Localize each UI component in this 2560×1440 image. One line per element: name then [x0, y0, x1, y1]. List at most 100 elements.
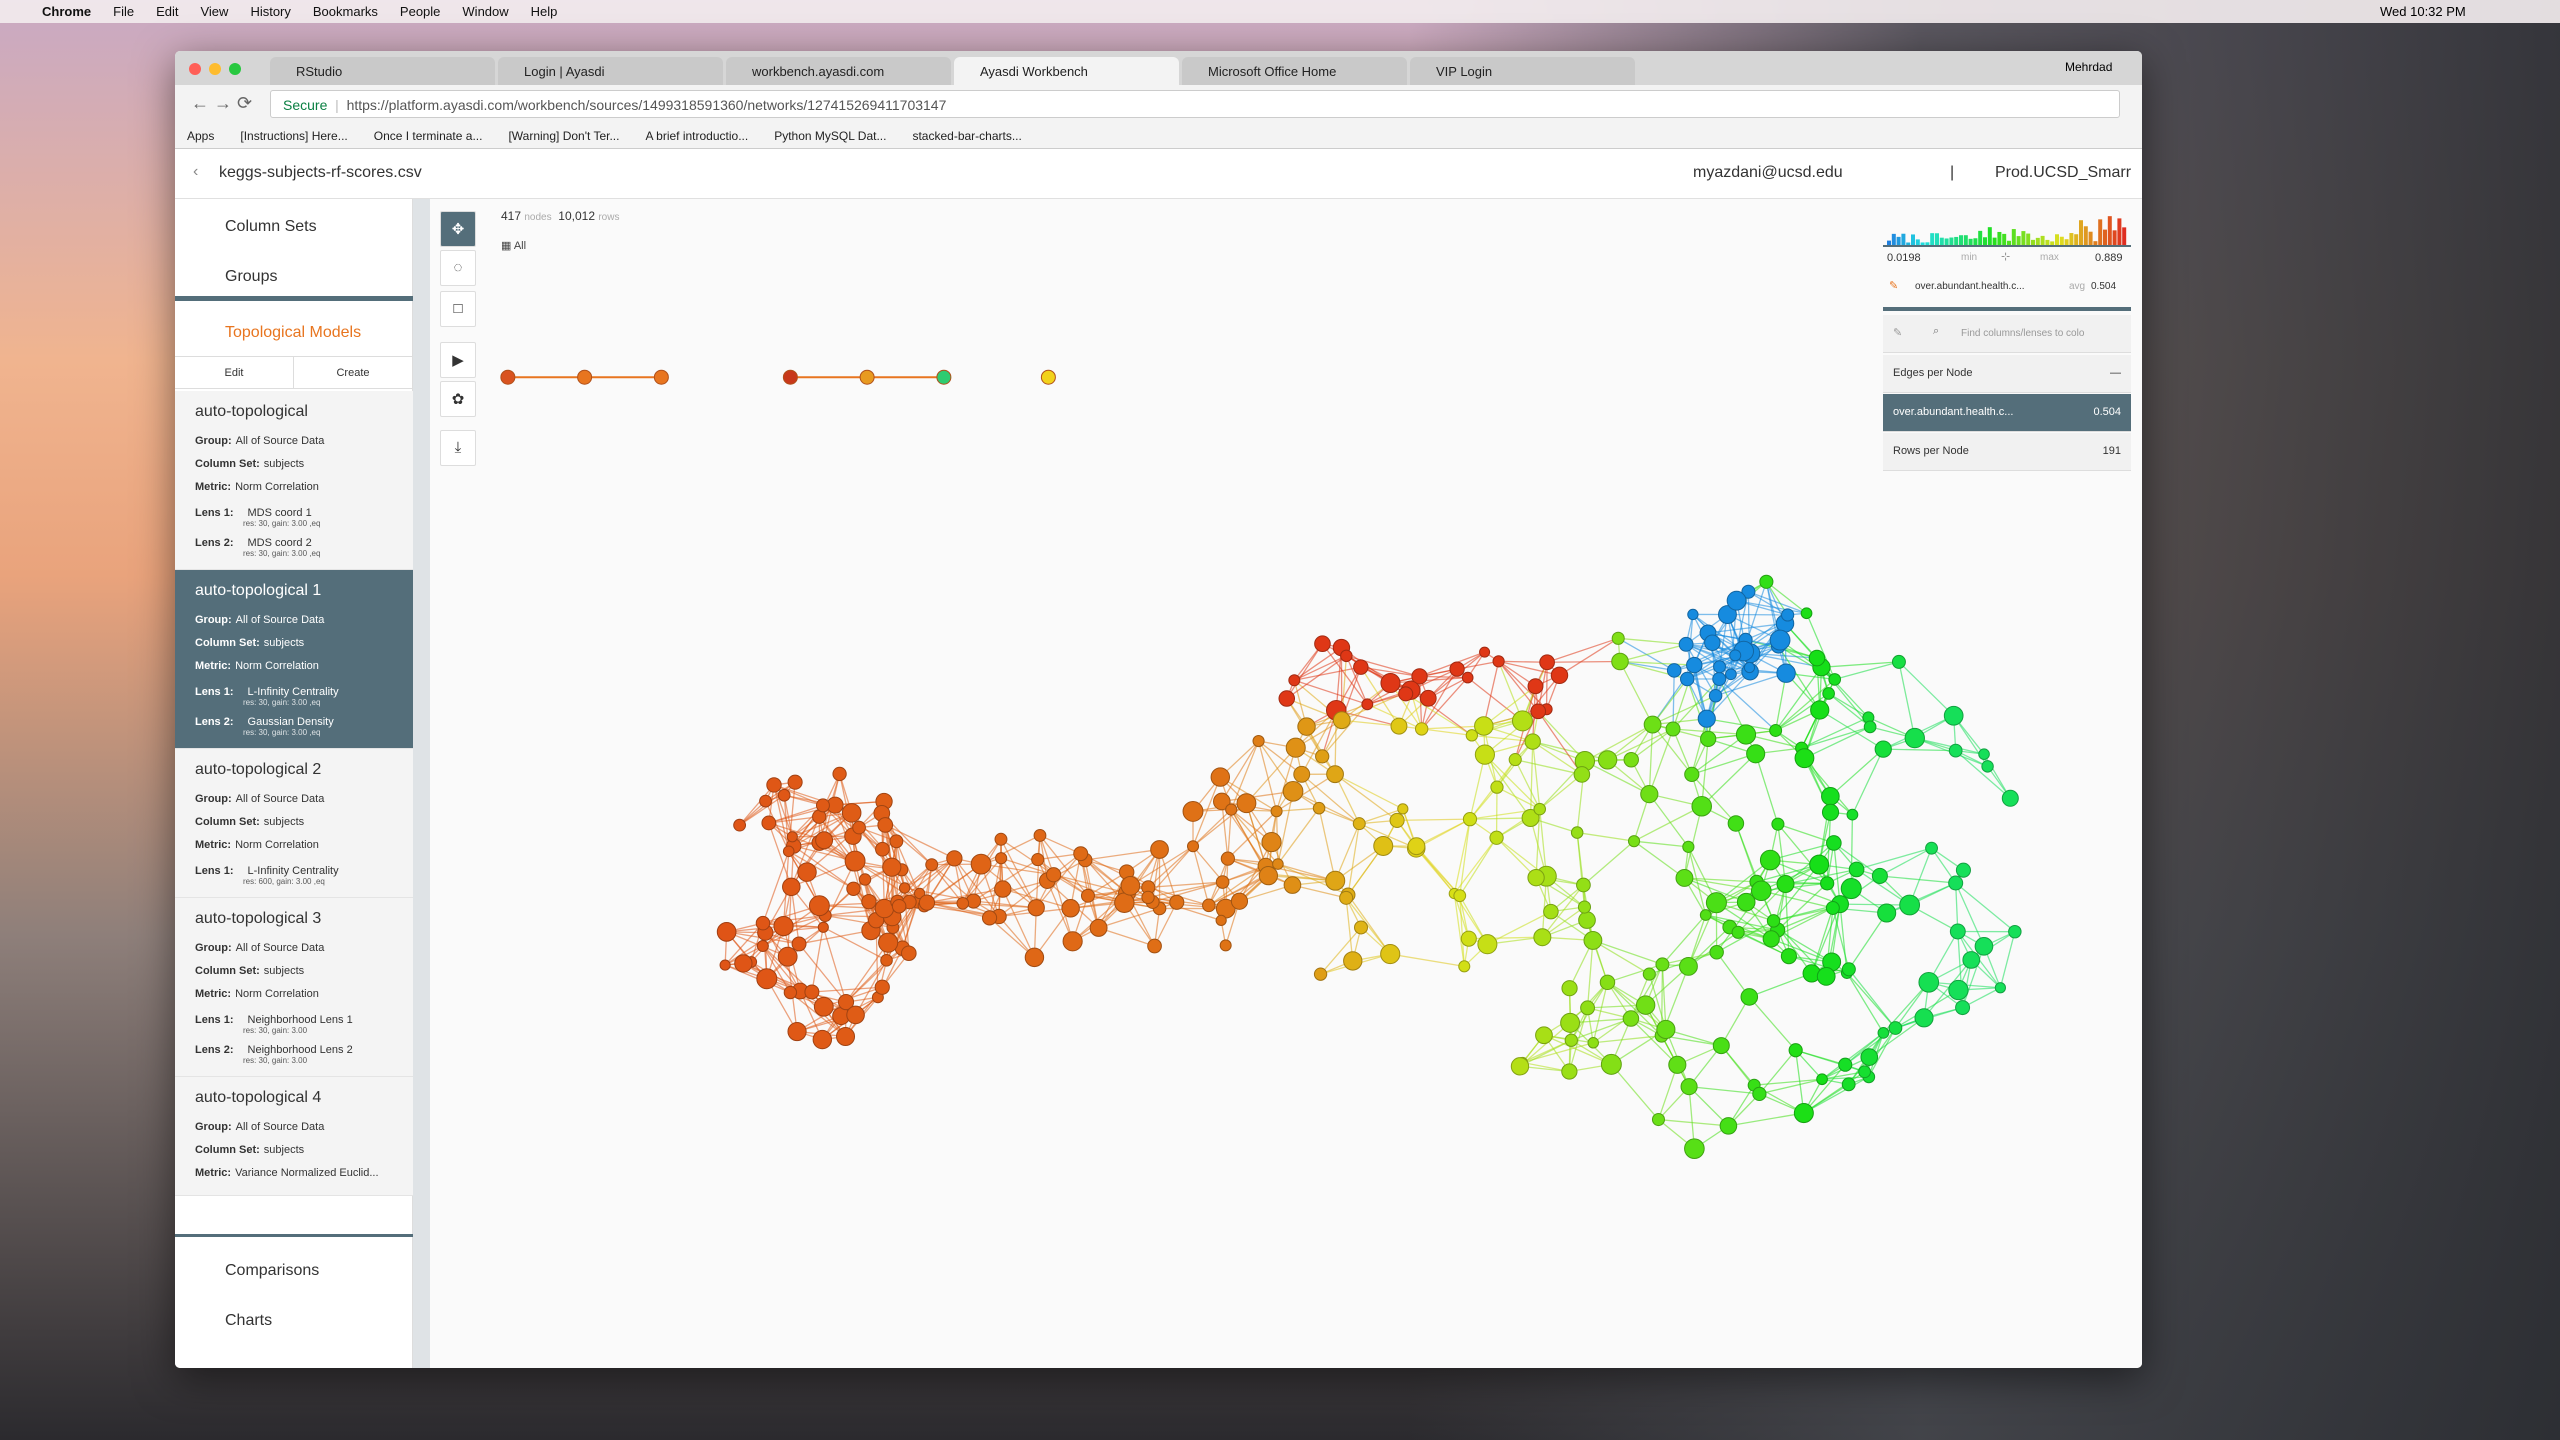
edge — [1610, 1063, 1659, 1120]
range-handle[interactable]: ⊹ — [2001, 251, 2011, 263]
filter[interactable]: ▦ All — [501, 240, 527, 252]
section-title[interactable]: Topological Models — [175, 311, 413, 357]
edge — [1758, 1049, 1797, 1095]
edge — [1619, 660, 1675, 672]
menu-item[interactable]: Edit — [156, 4, 179, 19]
color-item[interactable]: Rows per Node 191 — [1883, 433, 2131, 471]
menu-item[interactable]: Bookmarks — [312, 4, 378, 19]
search-row[interactable]: ✎ ⌕ Find columns/lenses to colo — [1883, 315, 2131, 353]
tool-button[interactable]: ⤓ — [440, 430, 476, 466]
menu-item[interactable]: View — [200, 4, 229, 19]
menu-item[interactable]: Window — [462, 4, 509, 19]
url-box[interactable]: Secure | https://platform.ayasdi.com/wor… — [270, 90, 2120, 118]
network-node — [1759, 849, 1781, 871]
nav-item[interactable]: Comparisons — [175, 1249, 413, 1295]
edge — [1334, 773, 1398, 821]
edit-icon[interactable]: ✎ — [1893, 327, 1903, 339]
edge — [1547, 660, 1621, 663]
network-node — [1511, 710, 1533, 732]
separator: | — [331, 97, 343, 113]
model-card[interactable]: auto-topological Group: All of Source Data… — [175, 391, 413, 570]
org[interactable]: Prod.UCSD_Smarr — [1995, 164, 2132, 181]
edge — [1341, 719, 1400, 727]
network-node — [756, 940, 769, 953]
nav-buttons[interactable]: ← → ⟳ — [191, 93, 253, 113]
model-card[interactable]: auto-topological 4 Group: All of Source Da… — [175, 1077, 413, 1196]
network-node — [1750, 880, 1772, 902]
model-card[interactable]: auto-topological 2 Group: All of Source Da… — [175, 749, 413, 898]
network-view: 417 nodes 10,012 rows ▦ All 0.0198 min ⊹… — [430, 199, 2142, 1368]
histogram-bar — [2007, 240, 2011, 245]
bookmark[interactable]: Python MySQL Dat... — [774, 129, 887, 143]
menu-item[interactable]: People — [399, 4, 441, 19]
menu-item[interactable]: Help — [530, 4, 558, 19]
tool-button[interactable]: ✿ — [440, 381, 476, 417]
menu-item[interactable]: File — [113, 4, 135, 19]
network-node — [1725, 668, 1737, 681]
color-item[interactable]: over.abundant.health.c... 0.504 — [1883, 394, 2131, 432]
action-button[interactable]: Edit — [175, 357, 294, 388]
legend-node — [936, 369, 952, 385]
bookmark[interactable]: Once I terminate a... — [373, 129, 483, 143]
menu-item[interactable]: History — [250, 4, 291, 19]
window-control[interactable] — [189, 63, 201, 75]
network-node — [1120, 876, 1141, 896]
window-control[interactable] — [229, 63, 241, 75]
nav-item[interactable]: Column Sets — [175, 205, 413, 251]
bookmark[interactable]: [Warning] Don't Ter... — [508, 129, 620, 143]
network-node — [1627, 835, 1641, 848]
edge — [1498, 660, 1560, 676]
network-node — [1535, 1026, 1553, 1045]
network-node — [1474, 744, 1495, 765]
bookmark[interactable]: stacked-bar-charts... — [912, 129, 1022, 143]
edge — [793, 845, 854, 890]
histogram-bar — [2107, 216, 2112, 245]
edge — [1046, 880, 1074, 942]
tool-button[interactable]: □ — [440, 291, 476, 327]
network-node — [1027, 899, 1045, 917]
network-node — [846, 881, 861, 896]
model-card[interactable]: auto-topological 3 Group: All of Source Da… — [175, 898, 413, 1077]
tab[interactable]: Ayasdi Workbench — [954, 57, 1179, 85]
network-node — [773, 916, 794, 937]
edge — [1691, 733, 1747, 775]
action-button[interactable]: Create — [294, 357, 413, 388]
edge — [1321, 643, 1368, 705]
field-value: L-Infinity Centrality — [247, 865, 339, 877]
window-control[interactable] — [209, 63, 221, 75]
tab[interactable]: VIP Login — [1410, 57, 1635, 85]
edge — [1652, 678, 1688, 725]
network-node — [1460, 930, 1477, 947]
tool-button[interactable]: ✥ — [440, 211, 476, 247]
tab[interactable]: Microsoft Office Home — [1182, 57, 1407, 85]
edge — [908, 864, 933, 903]
edge — [1390, 676, 1468, 684]
network-node — [1700, 730, 1717, 747]
model-title: auto-topological 1 — [195, 582, 322, 599]
tab[interactable]: workbench.ayasdi.com — [726, 57, 951, 85]
edge — [1822, 1076, 1869, 1080]
edge — [1784, 883, 1790, 957]
tool-button[interactable]: ▶ — [440, 342, 476, 378]
network-node — [880, 954, 893, 967]
bookmark[interactable]: [Instructions] Here... — [240, 129, 348, 143]
back-icon[interactable]: ‹ — [193, 163, 199, 180]
edge — [762, 914, 826, 924]
tab[interactable]: Login | Ayasdi — [498, 57, 723, 85]
bookmark[interactable]: A brief introductio... — [645, 129, 749, 143]
network-node — [1561, 1063, 1578, 1080]
nav-item[interactable]: Charts — [175, 1299, 413, 1345]
profile[interactable]: Mehrdad — [2065, 60, 2113, 74]
edge — [1728, 1112, 1804, 1127]
app-menu[interactable]: Chrome — [42, 4, 92, 19]
tab[interactable]: RStudio — [270, 57, 495, 85]
user[interactable]: myazdani@ucsd.edu — [1693, 164, 1843, 181]
edge — [1804, 726, 1871, 759]
bookmark[interactable]: Apps — [187, 129, 215, 143]
color-item[interactable]: Edges per Node — — [1883, 355, 2131, 393]
nav-item[interactable]: Groups — [175, 255, 413, 301]
model-card[interactable]: auto-topological 1 Group: All of Source Da… — [175, 570, 413, 749]
network-node — [1821, 803, 1840, 821]
network-node — [786, 831, 798, 843]
tool-button[interactable]: ◌ — [440, 250, 476, 286]
